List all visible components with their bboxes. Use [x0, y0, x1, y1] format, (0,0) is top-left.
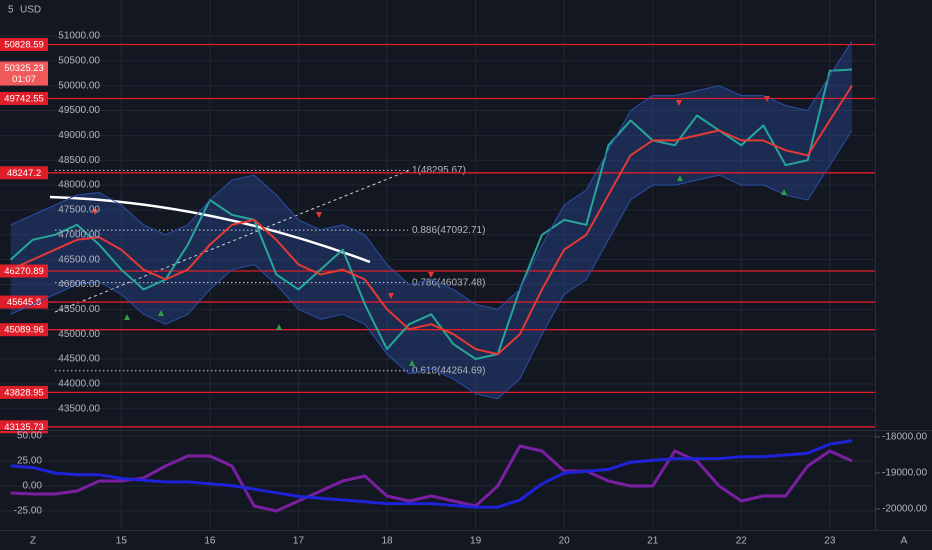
fibonacci: 1(48295.67) 0.886(47092.71) 0.786(46037.48… — [55, 165, 485, 376]
y2-tick-label: -19000.00 — [882, 468, 927, 479]
sell-signal — [92, 209, 98, 215]
x-tick-label: 20 — [559, 536, 571, 547]
level-label: 49742.55 — [4, 93, 44, 104]
y-tick-label: 49000.00 — [58, 130, 100, 141]
sell-signal — [388, 293, 394, 299]
series-line — [10, 444, 853, 513]
y2-tick-label: -20000.00 — [882, 504, 927, 515]
fib-label: 1(48295.67) — [412, 165, 466, 176]
y-tick-label: 0.00 — [23, 481, 43, 492]
y-tick-label: 50000.00 — [58, 80, 100, 91]
sell-signal — [676, 100, 682, 106]
level-label: 43828.95 — [4, 387, 44, 398]
y-tick-label: 25.00 — [17, 456, 42, 467]
x-tick-label: 22 — [736, 536, 748, 547]
x-tick-label: 16 — [204, 536, 216, 547]
currency: USD — [20, 5, 41, 16]
signals — [92, 96, 787, 366]
y-tick-label: 50500.00 — [58, 55, 100, 66]
level-label-box — [0, 323, 48, 337]
arc-drawing — [49, 195, 371, 264]
axes: 15 16 17 18 19 20 21 22 23 51000.00 50500.00 50000.… — [58, 31, 836, 547]
series-line — [10, 439, 853, 509]
level-label: 48247.2 — [7, 168, 41, 179]
x-tick-label: 21 — [647, 536, 659, 547]
y-tick-label: 43500.00 — [58, 403, 100, 414]
level-label-box — [0, 385, 48, 399]
y-tick-label: -25.00 — [14, 506, 43, 517]
y-tick-label: 46500.00 — [58, 254, 100, 265]
fib-label: 0.786(46037.48) — [412, 277, 485, 288]
level-label: 43135.73 — [4, 422, 44, 433]
countdown: 01:07 — [12, 74, 36, 85]
price-series — [9, 40, 853, 400]
x-tick-label: 19 — [470, 536, 482, 547]
trend-line — [54, 169, 411, 313]
x-tick-label: 23 — [824, 536, 836, 547]
y-tick-label: 46000.00 — [58, 279, 100, 290]
interval: 5 — [8, 5, 14, 16]
y-tick-label: 45000.00 — [58, 329, 100, 340]
level-label: 45645.8 — [7, 297, 41, 308]
level-label-box — [0, 91, 48, 105]
buy-signal — [124, 314, 130, 320]
scale-button[interactable]: Z — [30, 536, 36, 547]
levels: 50828.59 49742.55 48247.2 46270.89 45645.8 45… — [0, 38, 875, 434]
fib-label: 0.886(47092.71) — [412, 225, 485, 236]
y-tick-label: 44500.00 — [58, 354, 100, 365]
level-label: 46270.89 — [4, 266, 44, 277]
buy-signal — [276, 324, 282, 330]
last-price: 50325.23 — [4, 63, 44, 74]
y-tick-label: 44000.00 — [58, 379, 100, 390]
sell-signal — [764, 96, 770, 102]
level-label-box — [0, 264, 48, 278]
scale-button[interactable]: A — [901, 536, 908, 547]
series-line — [9, 68, 853, 360]
series-line — [10, 40, 853, 310]
fib-label: 0.618(44264.69) — [412, 365, 485, 376]
series-line — [10, 85, 853, 356]
oscillator-pane: 50.00 25.00 0.00 -25.00 -18000.00 -19000.00 -2… — [10, 431, 927, 517]
level-label: 50828.59 — [4, 40, 44, 51]
y-tick-label: 50.00 — [17, 431, 42, 442]
y-tick-label: 49500.00 — [58, 105, 100, 116]
sell-signal — [316, 212, 322, 218]
y-tick-label: 47500.00 — [58, 205, 100, 216]
buy-signal — [158, 310, 164, 316]
y-tick-label: 47000.00 — [58, 229, 100, 240]
level-label-box — [0, 166, 48, 180]
x-tick-label: 17 — [293, 536, 305, 547]
buy-signal — [409, 360, 415, 366]
last-price-box — [0, 61, 48, 86]
x-tick-label: 15 — [116, 536, 128, 547]
level-label: 45089.96 — [4, 325, 44, 336]
y-tick-label: 48000.00 — [58, 180, 100, 191]
y-tick-label: 45500.00 — [58, 304, 100, 315]
x-tick-label: 18 — [381, 536, 393, 547]
grid — [0, 0, 875, 530]
buy-signal — [781, 189, 787, 195]
y-tick-label: 51000.00 — [58, 31, 100, 42]
y2-tick-label: -18000.00 — [882, 432, 927, 443]
sell-signal — [428, 272, 434, 278]
level-label-box — [0, 295, 48, 309]
series-line — [10, 130, 853, 400]
buy-signal — [677, 175, 683, 181]
y-tick-label: 48500.00 — [58, 155, 100, 166]
level-label-box — [0, 38, 48, 52]
